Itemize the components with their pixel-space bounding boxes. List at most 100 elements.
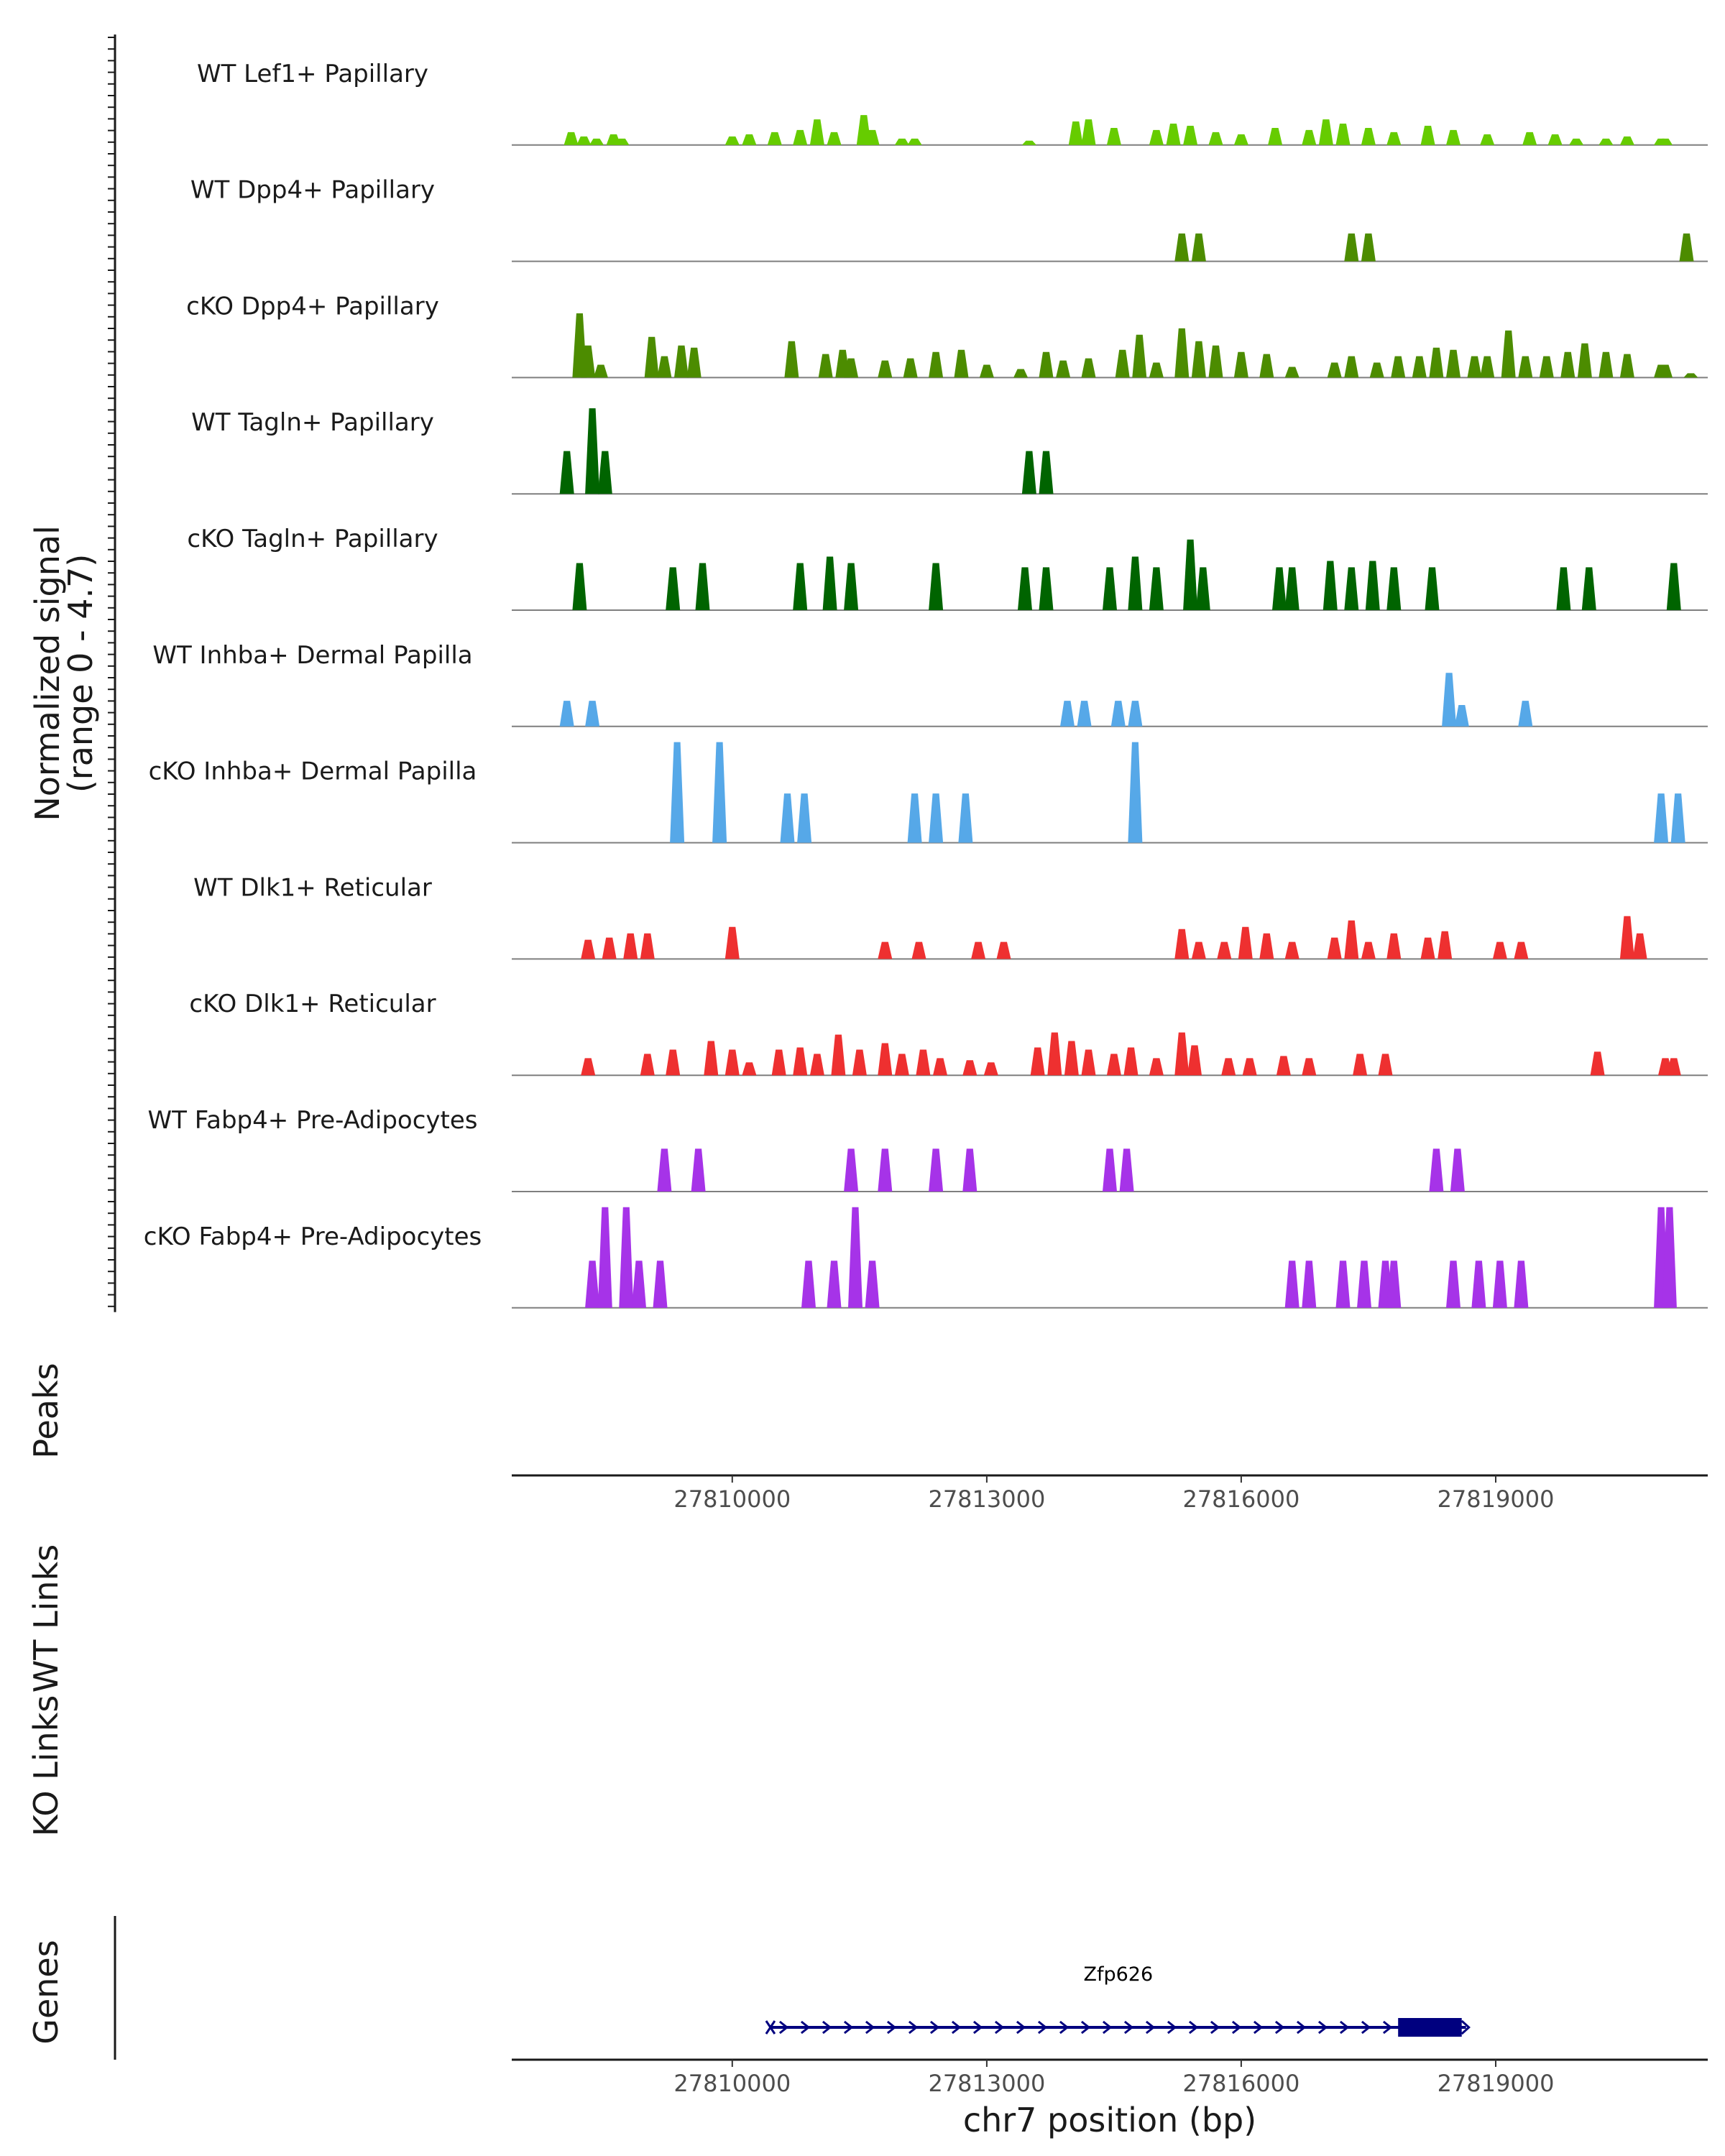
coverage-peak [1187, 1045, 1202, 1076]
coverage-peak [1191, 941, 1206, 959]
coverage-peak [1272, 567, 1287, 610]
coverage-peak [632, 1261, 646, 1308]
x-axis-ticks-upper: 27810000 27813000 27816000 27819000 [673, 1475, 1554, 1513]
strand-arrow [843, 2020, 854, 2035]
track-label: cKO Tagln+ Papillary [187, 525, 438, 553]
coverage-peak [1658, 364, 1673, 378]
coverage-peak [1174, 929, 1190, 959]
coverage-peak [1654, 793, 1669, 843]
strand-arrow [1016, 2020, 1026, 2035]
x-axis-tick-label: 27819000 [1438, 2070, 1555, 2097]
coverage-peak [1276, 1056, 1291, 1076]
coverage-peak [1335, 1261, 1351, 1308]
coverage-peak [585, 408, 600, 494]
coverage-peak [1514, 1261, 1529, 1308]
track-wt-fabp4-pre-adipocytes: WT Fabp4+ Pre-Adipocytes [148, 1106, 1708, 1192]
coverage-peak [1666, 563, 1681, 610]
coverage-peak [1106, 128, 1121, 145]
coverage-peak [1106, 1054, 1121, 1076]
coverage-peak [1021, 140, 1036, 145]
coverage-peak [954, 349, 969, 378]
coverage-peak [1039, 451, 1054, 494]
coverage-peak [1077, 701, 1092, 727]
coverage-peak [1518, 356, 1533, 378]
track-cko-inhba-dermal-papilla: cKO Inhba+ Dermal Papilla [149, 742, 1708, 844]
coverage-peak [793, 1047, 808, 1076]
coverage-peak [657, 1148, 672, 1192]
coverage-peak [1327, 937, 1342, 959]
coverage-peak [878, 360, 893, 378]
strand-arrow [951, 2020, 962, 2035]
track-label: WT Lef1+ Papillary [197, 60, 428, 88]
coverage-peak [903, 358, 918, 378]
coverage-peak [1560, 351, 1576, 378]
coverage-peak [878, 1148, 893, 1192]
coverage-peak [1233, 351, 1248, 378]
strand-arrow [1167, 2020, 1177, 2035]
coverage-peak [1391, 356, 1406, 378]
coverage-peak [1123, 1047, 1138, 1076]
track-label: WT Tagln+ Papillary [191, 408, 434, 437]
coverage-peak [1322, 561, 1338, 610]
y-axis-ticks [108, 37, 115, 1307]
strand-arrow [1231, 2020, 1242, 2035]
x-axis-title: chr7 position (bp) [963, 2101, 1256, 2139]
coverage-peak [1166, 124, 1181, 145]
coverage-peak [695, 563, 710, 610]
coverage-peak [962, 1148, 978, 1192]
coverage-peak [1115, 349, 1130, 378]
coverage-peak [1119, 1148, 1134, 1192]
coverage-peak [1149, 567, 1164, 610]
coverage-peak [1021, 451, 1036, 494]
coverage-peak [1233, 134, 1248, 145]
coverage-peak [1450, 1148, 1465, 1192]
coverage-peak [1284, 1261, 1300, 1308]
y-axis-title-line1: Normalized signal [28, 525, 67, 821]
coverage-peak [724, 136, 740, 145]
coverage-peak [666, 567, 681, 610]
coverage-peak [1446, 349, 1460, 378]
track-wt-tagln-papillary: WT Tagln+ Papillary [191, 408, 1708, 495]
coverage-peak [559, 451, 574, 494]
coverage-peak [809, 1054, 824, 1076]
coverage-peak [1514, 941, 1529, 959]
ko-links-panel-label: KO Links [27, 1695, 65, 1837]
coverage-peak [602, 937, 617, 959]
strand-arrow [994, 2020, 1005, 2035]
strand-arrow [1210, 2020, 1220, 2035]
coverage-peak [1149, 129, 1164, 145]
coverage-peak [1658, 138, 1673, 145]
coverage-peak [1344, 567, 1359, 610]
coverage-peak [979, 364, 994, 378]
coverage-peak [640, 933, 655, 959]
track-cko-dpp4-papillary: cKO Dpp4+ Papillary [186, 292, 1708, 379]
coverage-peak [1128, 556, 1143, 610]
coverage-peak [1425, 567, 1440, 610]
strand-arrow [1361, 2020, 1371, 2035]
coverage-peak [1598, 351, 1614, 378]
coverage-peak [1386, 132, 1402, 145]
coverage-peak [1365, 561, 1380, 610]
coverage-peak [1590, 1051, 1605, 1076]
coverage-peak [1361, 233, 1376, 262]
track-label: cKO Dpp4+ Papillary [186, 292, 439, 321]
coverage-peak [597, 451, 612, 494]
coverage-peak [767, 132, 782, 145]
coverage-peak [1191, 341, 1206, 378]
coverage-peak [958, 793, 973, 843]
coverage-peak [1132, 334, 1147, 378]
coverage-peak [818, 354, 833, 378]
coverage-peak [1284, 941, 1300, 959]
coverage-peak [1081, 358, 1096, 378]
coverage-peak [644, 336, 659, 378]
coverage-peak [1149, 1058, 1164, 1076]
strand-arrow [929, 2020, 940, 2035]
coverage-peak [929, 1148, 944, 1192]
strand-arrow [822, 2020, 832, 2035]
coverage-peak [1242, 1058, 1257, 1076]
coverage-peak [1539, 356, 1554, 378]
coverage-peak [674, 345, 689, 378]
coverage-peak [1238, 926, 1253, 959]
coverage-peak [1357, 1261, 1371, 1308]
